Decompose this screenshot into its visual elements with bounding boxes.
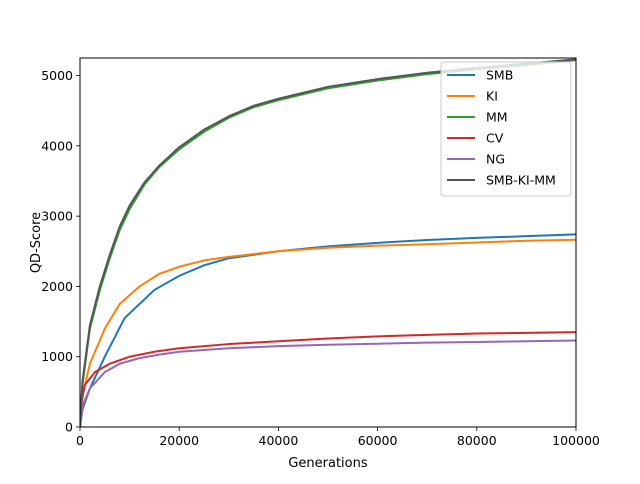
y-axis: 0 1000 2000 3000 4000 5000 [41, 68, 80, 435]
series-line-smb-ki-mm [80, 58, 576, 427]
legend-label: SMB-KI-MM [486, 173, 556, 188]
x-axis-label: Generations [288, 456, 368, 471]
y-tick-label: 5000 [41, 68, 73, 83]
legend: SMB KI MM CV NG SMB-KI-MM [440, 61, 572, 197]
series-line-smb [80, 233, 576, 427]
legend-label: NG [486, 152, 505, 167]
x-tick-label: 40000 [259, 433, 299, 448]
plot-area-frame [79, 57, 577, 428]
series-line-ki [80, 238, 576, 427]
series-line-ng [80, 339, 576, 427]
series-lines [80, 58, 576, 427]
x-tick-label: 100000 [552, 433, 600, 448]
y-tick-label: 4000 [41, 138, 73, 153]
legend-label: SMB [486, 68, 513, 83]
x-tick-label: 20000 [159, 433, 199, 448]
y-tick-label: 1000 [41, 349, 73, 364]
legend-label: MM [486, 110, 508, 125]
y-tick-label: 0 [65, 420, 73, 435]
y-axis-label: QD-Score [29, 212, 44, 273]
legend-label: CV [486, 131, 504, 146]
x-tick-label: 60000 [358, 433, 398, 448]
y-tick-label: 3000 [41, 209, 73, 224]
series-line-mm [80, 59, 576, 427]
x-axis: 0 20000 40000 60000 80000 100000 [76, 427, 600, 448]
series-line-cv [80, 331, 576, 427]
x-tick-label: 80000 [457, 433, 497, 448]
x-tick-label: 0 [76, 433, 84, 448]
legend-label: KI [486, 89, 498, 104]
y-tick-label: 2000 [41, 279, 73, 294]
